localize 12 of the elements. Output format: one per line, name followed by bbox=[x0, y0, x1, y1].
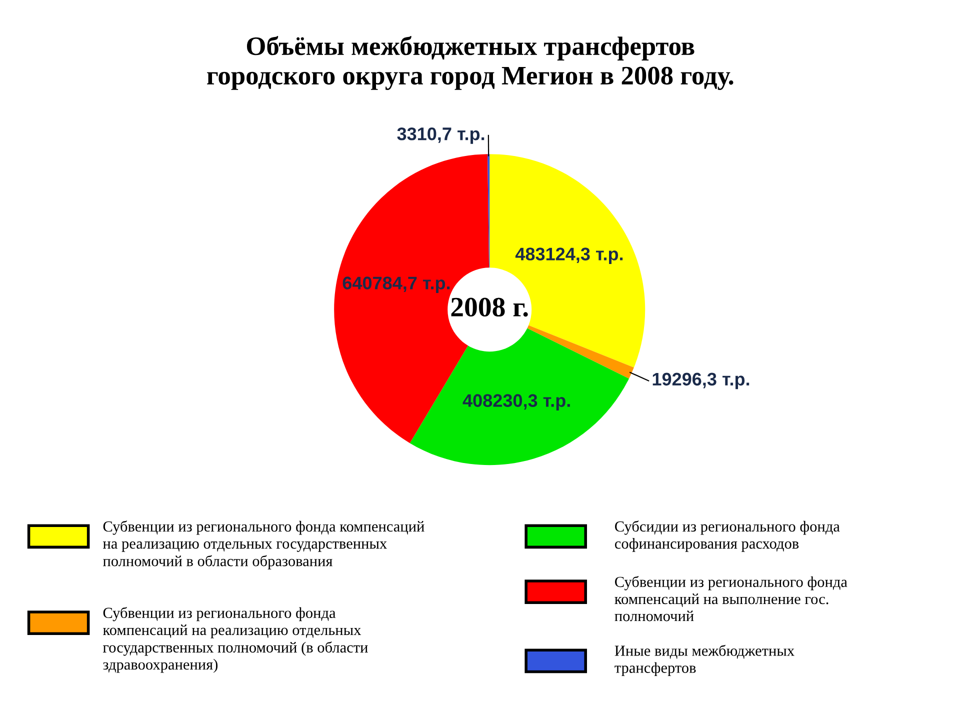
data-label: 19296,3 т.р. bbox=[652, 372, 750, 390]
data-label: 640784,7 т.р. bbox=[342, 276, 450, 293]
legend-label: Субвенции из регионального фонда компенсаций на реализацию отдельных государственных полномочий (в области здравоохранения) bbox=[102, 606, 368, 673]
legend-label: Иные виды межбюджетных трансфертов bbox=[614, 644, 794, 676]
data-label: 483124,3 т.р. bbox=[515, 248, 623, 264]
legend-label: Субсидии из регионального фонда софинансирования расходов bbox=[614, 520, 840, 552]
data-label: 408230,3 т.р. bbox=[462, 394, 570, 411]
legend-label: Субвенции из регионального фонда компенсаций на выполнение гос. полномочий bbox=[614, 576, 848, 622]
chart-title: Объёмы межбюджетных трансфертов городского округа город Мегион в 2008 году. bbox=[207, 36, 734, 90]
legend-label: Субвенции из регионального фонда компенсаций на реализацию отдельных государственных полномочий в области образования bbox=[102, 520, 424, 570]
text: 2008 г. bbox=[451, 298, 528, 317]
data-label: 3310,7 т.р. bbox=[397, 127, 484, 144]
